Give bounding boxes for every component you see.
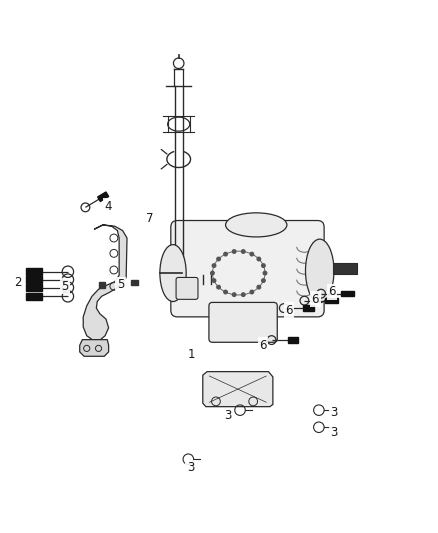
Text: 3: 3 [330, 406, 337, 419]
Polygon shape [26, 268, 42, 275]
Polygon shape [99, 282, 105, 287]
Circle shape [257, 285, 261, 289]
Circle shape [261, 279, 265, 282]
Polygon shape [98, 192, 109, 201]
FancyBboxPatch shape [209, 302, 277, 342]
Text: 1: 1 [188, 348, 196, 361]
FancyBboxPatch shape [176, 278, 198, 300]
Circle shape [211, 271, 214, 275]
Circle shape [233, 250, 236, 253]
Polygon shape [203, 372, 273, 407]
Polygon shape [131, 280, 138, 285]
Circle shape [250, 290, 254, 294]
Circle shape [263, 271, 267, 275]
Text: 5: 5 [61, 280, 68, 293]
Circle shape [217, 285, 220, 289]
Circle shape [241, 250, 245, 253]
Polygon shape [303, 305, 314, 311]
Polygon shape [26, 276, 42, 283]
Circle shape [250, 252, 254, 256]
Polygon shape [80, 340, 109, 356]
Text: 6: 6 [328, 285, 336, 298]
Polygon shape [83, 225, 127, 340]
Text: 3: 3 [224, 409, 231, 422]
Circle shape [233, 293, 236, 296]
Circle shape [212, 279, 216, 282]
Polygon shape [26, 284, 42, 291]
Text: 6: 6 [285, 304, 293, 317]
FancyBboxPatch shape [171, 221, 324, 317]
Polygon shape [325, 298, 338, 303]
Ellipse shape [226, 213, 287, 237]
Circle shape [257, 257, 261, 261]
Ellipse shape [160, 245, 186, 302]
Circle shape [224, 290, 227, 294]
Circle shape [261, 264, 265, 268]
Text: 5: 5 [117, 278, 124, 292]
Text: 2: 2 [14, 276, 21, 289]
Bar [333, 263, 357, 274]
Circle shape [241, 293, 245, 296]
Polygon shape [342, 291, 354, 296]
Text: 4: 4 [105, 199, 113, 213]
Polygon shape [26, 293, 42, 300]
Text: 6: 6 [311, 293, 319, 306]
Text: 6: 6 [259, 339, 267, 352]
Circle shape [224, 252, 227, 256]
Circle shape [212, 264, 216, 268]
Text: 3: 3 [330, 425, 337, 439]
Ellipse shape [305, 239, 334, 303]
Polygon shape [288, 337, 298, 343]
Text: 7: 7 [146, 212, 154, 225]
Text: 3: 3 [187, 462, 194, 474]
Circle shape [217, 257, 220, 261]
